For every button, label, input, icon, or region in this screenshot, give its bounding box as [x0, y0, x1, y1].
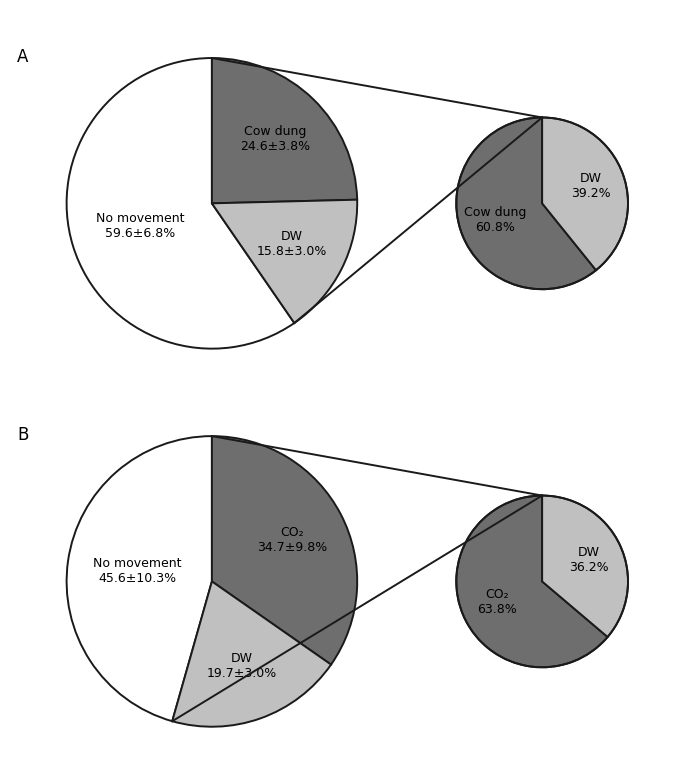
- Text: No movement
59.6±6.8%: No movement 59.6±6.8%: [96, 212, 184, 240]
- Text: Cow dung
60.8%: Cow dung 60.8%: [464, 206, 526, 234]
- Text: CO₂
63.8%: CO₂ 63.8%: [477, 588, 517, 616]
- Wedge shape: [67, 436, 212, 721]
- Wedge shape: [456, 496, 608, 667]
- Text: B: B: [17, 427, 28, 444]
- Text: A: A: [17, 48, 28, 66]
- Text: DW
15.8±3.0%: DW 15.8±3.0%: [257, 230, 327, 258]
- Wedge shape: [172, 581, 331, 726]
- Text: DW
36.2%: DW 36.2%: [569, 545, 609, 573]
- Text: Cow dung
24.6±3.8%: Cow dung 24.6±3.8%: [239, 125, 310, 153]
- Text: DW
39.2%: DW 39.2%: [571, 172, 610, 200]
- Wedge shape: [542, 117, 628, 270]
- Text: No movement
45.6±10.3%: No movement 45.6±10.3%: [93, 557, 182, 585]
- Wedge shape: [212, 200, 357, 323]
- Text: CO₂
34.7±9.8%: CO₂ 34.7±9.8%: [257, 526, 327, 554]
- Wedge shape: [542, 496, 628, 637]
- Text: DW
19.7±3.0%: DW 19.7±3.0%: [207, 652, 277, 681]
- Wedge shape: [212, 58, 357, 204]
- Wedge shape: [456, 117, 596, 289]
- Wedge shape: [67, 58, 294, 349]
- Wedge shape: [212, 436, 357, 664]
